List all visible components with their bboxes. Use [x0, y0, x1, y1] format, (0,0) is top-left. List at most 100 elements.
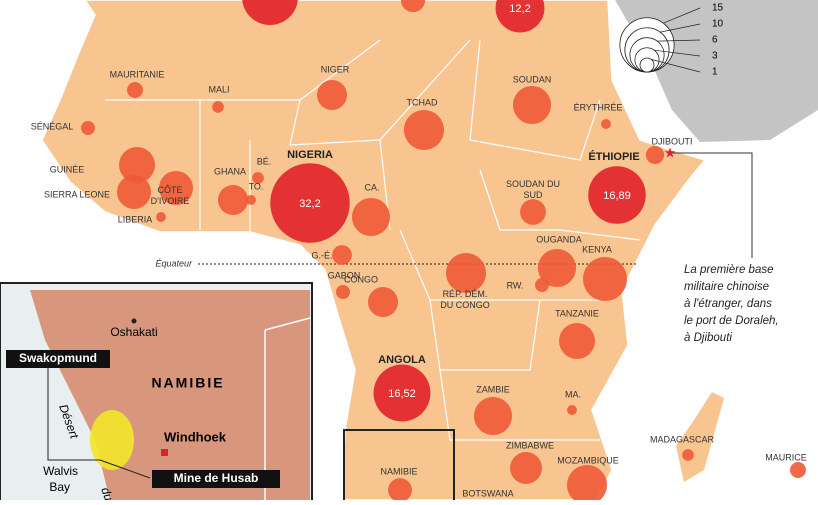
bubble [388, 478, 412, 502]
country-label: ZAMBIE [476, 384, 510, 394]
country-label: GABON [328, 270, 361, 280]
country-label: SOUDAN [513, 74, 552, 84]
bubble [582, 256, 628, 302]
bubble [116, 174, 152, 210]
bubble [559, 323, 595, 359]
label-line: CÔTE [157, 185, 182, 195]
country-label: GUINÉE [50, 164, 85, 174]
country-label: NIGERIA [287, 149, 333, 161]
country-label: KENYA [582, 244, 612, 254]
country-label: MALI [208, 84, 229, 94]
legend-label: 1 [712, 67, 718, 78]
bubble [566, 464, 608, 505]
country-label: TCHAD [407, 97, 438, 107]
bubble [535, 278, 549, 292]
bubble [242, 0, 298, 25]
bubble [332, 245, 352, 265]
country-label: SIERRA LEONE [44, 189, 110, 199]
legend-label: 3 [712, 51, 718, 62]
value-label: 32,2 [299, 198, 320, 210]
country-label: DJIBOUTI [651, 136, 692, 146]
mine-city: Swakopmund [19, 351, 97, 365]
country-label: MADAGASCAR [650, 434, 715, 444]
country-label: NAMIBIE [380, 466, 417, 476]
capital-label: Windhoek [164, 429, 227, 444]
country-label: GHANA [214, 166, 246, 176]
country-label: NIGER [321, 64, 350, 74]
country-label: ÉTHIOPIE [588, 150, 639, 163]
label-line: SUD [523, 190, 543, 200]
uranium-zone [90, 410, 134, 470]
country-label: MAURITANIE [110, 69, 165, 79]
legend-leader [663, 7, 701, 24]
star-icon: ★ [664, 145, 677, 161]
bubble [270, 163, 350, 243]
bubble [400, 0, 426, 13]
city-label: Bay [49, 480, 70, 494]
bubble [212, 101, 224, 113]
country-label: BOTSWANA [462, 488, 513, 498]
bubble [367, 286, 399, 318]
bubble [156, 212, 166, 222]
bubble [252, 172, 264, 184]
bubble [316, 79, 348, 111]
bubble [473, 396, 513, 436]
bubble [445, 252, 487, 294]
country-label: MOZAMBIQUE [557, 455, 619, 465]
inset: Oshakati NAMIBIE Windhoek Walvis Bay Dés… [0, 282, 313, 504]
legend-leader [660, 23, 701, 33]
bubble [588, 166, 646, 224]
bubble [217, 184, 249, 216]
legend-leader [657, 39, 701, 42]
mine-label: Mine de Husab [174, 471, 259, 485]
country-label: BÉ. [257, 156, 272, 166]
country-label: MA. [565, 389, 581, 399]
capital-dot [161, 449, 168, 456]
bubble [158, 170, 194, 206]
country-label: LIBERIA [118, 214, 153, 224]
bubble [403, 109, 445, 151]
bubble [682, 449, 694, 461]
label-line: D'IVOIRE [151, 196, 190, 206]
label-box [152, 470, 280, 488]
annotation: à Djibouti [684, 332, 732, 344]
bubble [601, 119, 611, 129]
bubble [537, 248, 577, 288]
label-line: RÉP. DÉM. [443, 289, 488, 299]
country-label: G.-É. [311, 250, 332, 260]
annotation: militaire chinoise [684, 281, 769, 293]
city-label: Oshakati [110, 325, 157, 339]
callout-line [672, 152, 753, 258]
country-label: SÉNÉGAL [31, 121, 74, 131]
legend-label: 6 [712, 35, 718, 46]
bubble [520, 199, 546, 225]
bubble [567, 405, 577, 415]
bubble [373, 364, 431, 422]
equator-label: Équateur [155, 258, 193, 268]
bubble [495, 0, 545, 33]
country-label: RW. [507, 280, 524, 290]
bubble [512, 85, 552, 125]
label-box [6, 350, 110, 368]
label-line: SOUDAN DU [506, 179, 560, 189]
city-dot [131, 318, 137, 324]
bubble [790, 462, 806, 478]
country-label: ÉRYTHRÉE [574, 102, 623, 112]
country-label: TANZANIE [555, 308, 599, 318]
legend-circle [639, 57, 655, 73]
country-label: OUGANDA [536, 234, 582, 244]
bubble [119, 147, 155, 183]
country-label: RÉP. DÉM. DU CONGO [440, 289, 490, 310]
legend-leader [654, 49, 701, 57]
bubble [127, 82, 143, 98]
annotation: La première base [684, 264, 774, 276]
value-label: 12,2 [509, 3, 530, 15]
bubble [510, 452, 542, 484]
legend-leader [651, 59, 701, 73]
borders [105, 39, 641, 441]
bubble [351, 197, 391, 237]
city-label: Walvis [43, 464, 78, 478]
bubble [246, 195, 256, 205]
country-label: CÔTE D'IVOIRE [151, 185, 190, 206]
country-label: SOUDAN DU SUD [506, 179, 560, 200]
